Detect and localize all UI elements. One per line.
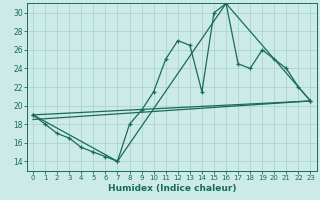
X-axis label: Humidex (Indice chaleur): Humidex (Indice chaleur) <box>108 184 236 193</box>
